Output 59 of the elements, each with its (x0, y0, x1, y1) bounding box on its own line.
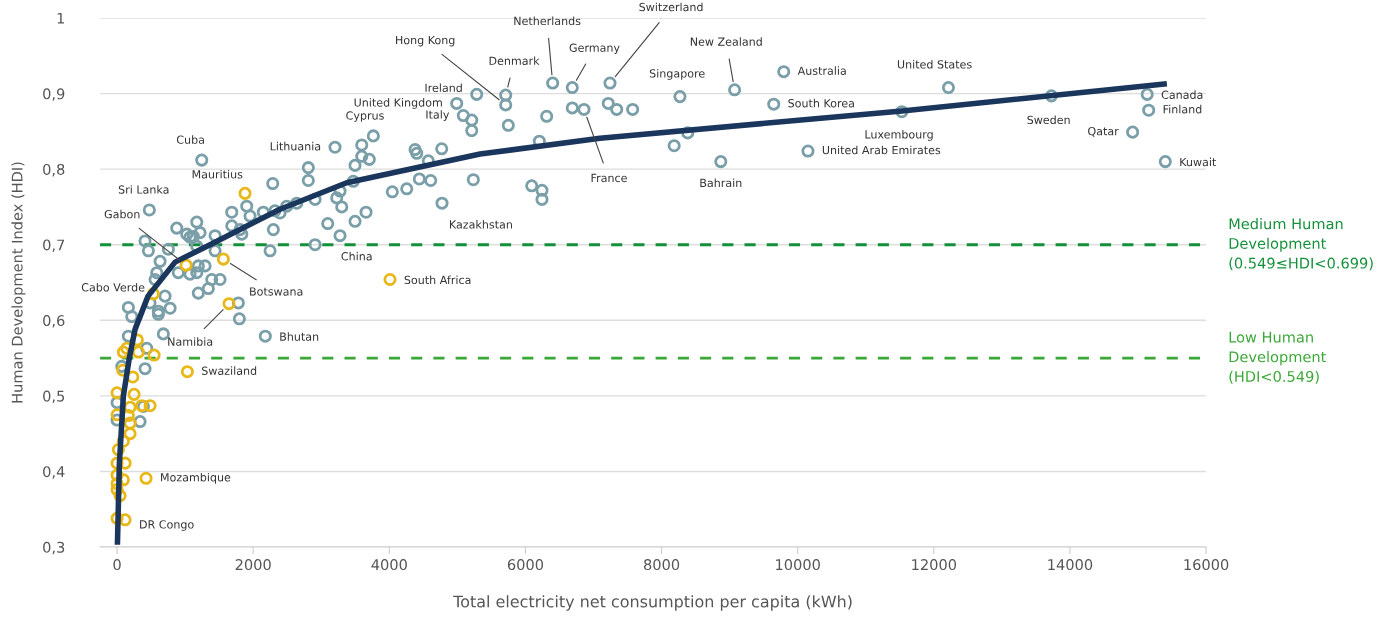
annotation: Mauritius (192, 169, 243, 179)
x-tick-label: 14000 (1048, 559, 1093, 571)
annotation: South Korea (788, 98, 854, 108)
y-tick-label: 0,6 (43, 315, 65, 328)
y-axis-title: Human Development Index (HDI) (11, 162, 26, 403)
annotation: Bahrain (700, 178, 742, 188)
y-tick-label: 0,4 (43, 466, 65, 479)
annotation: Hong Kong (396, 36, 455, 47)
annotation: China (341, 251, 372, 261)
y-tick-label: 0,5 (43, 390, 65, 404)
annotation: Kazakhstan (449, 220, 512, 229)
annotation: France (591, 173, 627, 183)
x-tick-label: 8000 (644, 559, 680, 571)
x-tick-label: 10000 (776, 559, 820, 571)
annotation: Denmark (489, 56, 540, 65)
annotation: Sweden (1027, 115, 1070, 125)
annotation: Lithuania (270, 141, 321, 151)
annotation: Cyprus (346, 111, 384, 122)
annotation: Sri Lanka (118, 185, 169, 194)
y-tick-label: 0,8 (43, 163, 65, 177)
annotation: United Arab Emirates (822, 145, 941, 155)
annotation: New Zealand (690, 37, 762, 46)
annotation: United Kingdom (354, 98, 442, 109)
annotation: Italy (426, 110, 450, 121)
ref-line-label: Low Human Development (HDI<0.549) (1229, 331, 1327, 384)
annotation: Cuba (176, 135, 204, 144)
annotation: Australia (797, 66, 846, 75)
annotation: United States (897, 59, 972, 69)
annotation: Ireland (425, 83, 462, 93)
y-tick-label: 0,3 (43, 541, 65, 555)
annotation: Gabon (104, 209, 140, 219)
y-tick-label: 0,7 (43, 239, 65, 252)
x-tick-label: 4000 (371, 559, 407, 571)
annotation: Finland (1163, 104, 1202, 114)
annotation: Kuwait (1180, 157, 1217, 167)
annotation: Cabo Verde (81, 282, 145, 292)
annotation: Namibia (168, 337, 213, 346)
annotation: Qatar (1088, 126, 1119, 137)
annotation: Swaziland (202, 366, 257, 375)
annotation: South Africa (404, 275, 471, 285)
annotation: Netherlands (514, 16, 581, 26)
annotation: DR Congo (140, 520, 194, 531)
x-tick-label: 6000 (507, 559, 544, 571)
x-tick-label: 0 (113, 559, 121, 571)
annotation: Botswana (250, 287, 303, 296)
y-tick-label: 1 (57, 12, 64, 24)
x-tick-label: 2000 (235, 559, 271, 571)
annotation: Bhutan (280, 332, 319, 341)
annotation: Luxembourg (865, 129, 933, 141)
annotation: Mozambique (161, 472, 231, 484)
x-tick-label: 16000 (1184, 559, 1229, 571)
annotation: Switzerland (639, 2, 703, 12)
ref-line-label: Medium Human Development (0.549≤HDI<0.699) (1229, 218, 1373, 271)
x-axis-title: Total electricity net consumption per capita (kWh) (453, 595, 852, 611)
annotation: Singapore (649, 69, 705, 80)
annotation: Canada (1161, 90, 1203, 99)
x-tick-label: 12000 (912, 559, 957, 571)
annotation: Germany (569, 43, 620, 55)
y-tick-label: 0,9 (43, 88, 65, 101)
